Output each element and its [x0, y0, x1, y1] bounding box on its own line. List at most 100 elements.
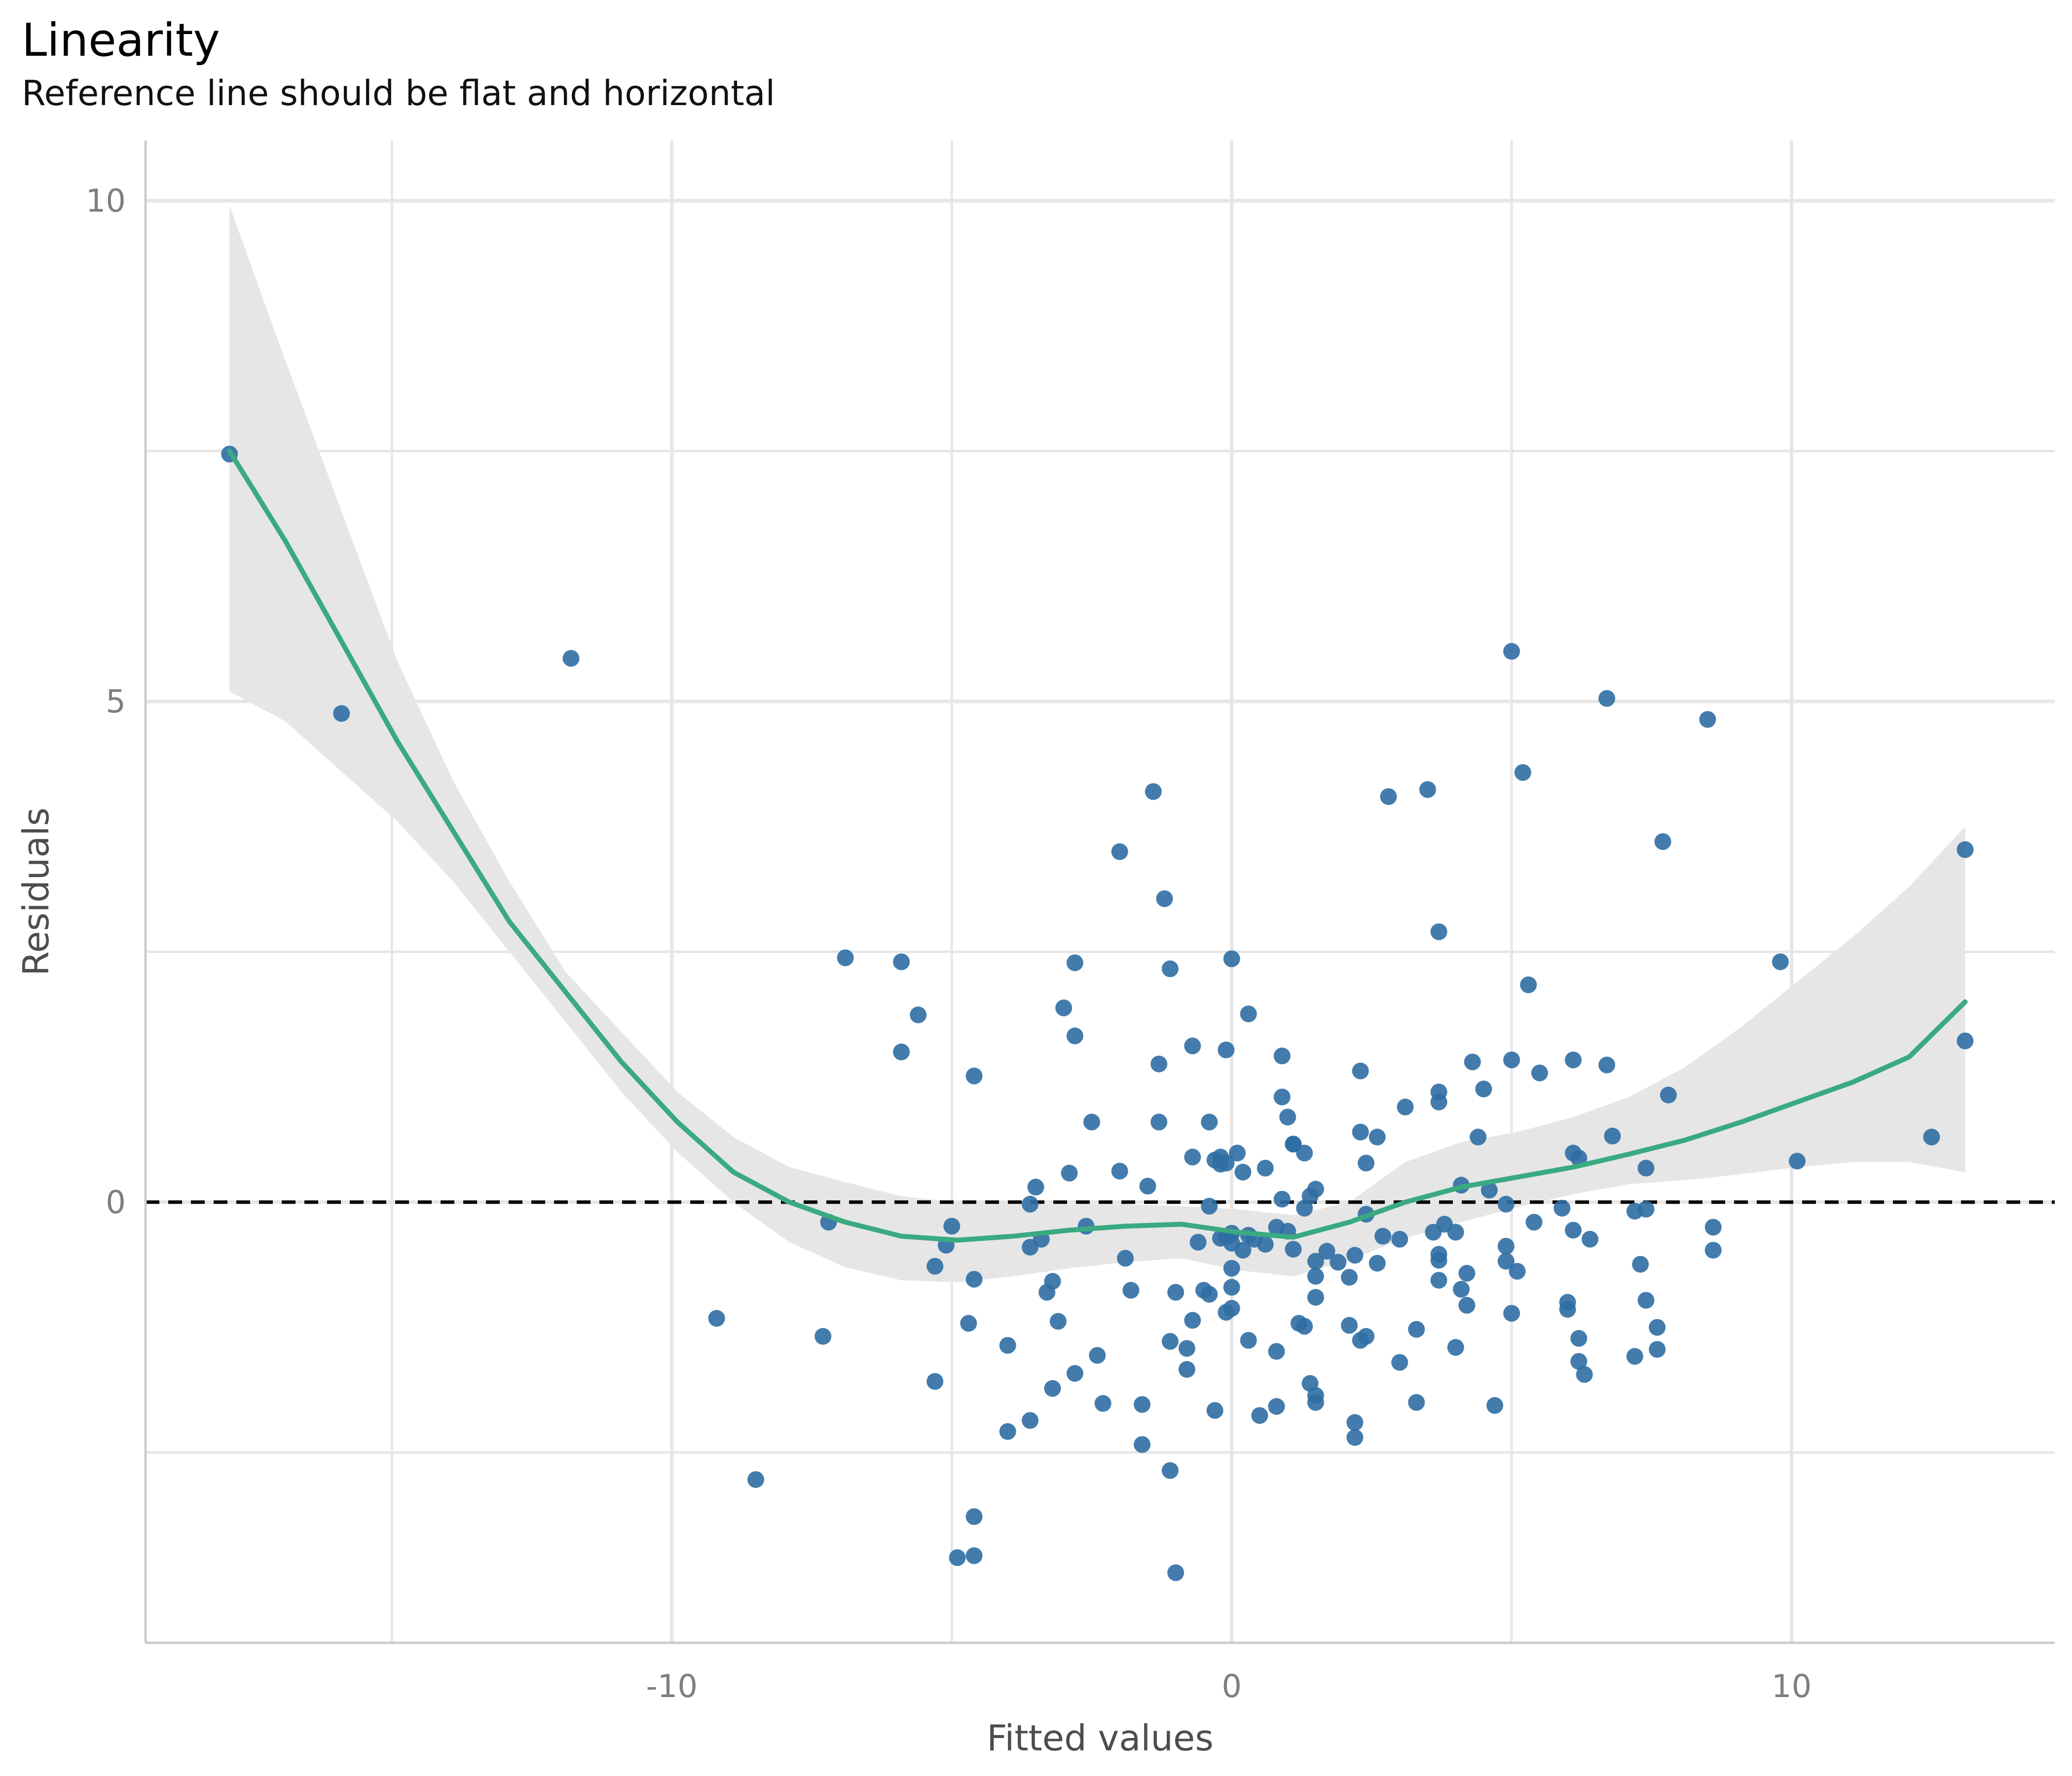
data-point [1307, 1289, 1324, 1306]
data-point [1167, 1284, 1184, 1301]
data-point [926, 1373, 944, 1390]
chart-subtitle: Reference line should be flat and horizo… [22, 73, 776, 113]
data-point [1497, 1238, 1515, 1255]
data-point [1341, 1317, 1358, 1334]
data-point [1447, 1339, 1464, 1356]
data-point [1145, 783, 1162, 800]
data-point [1330, 1254, 1347, 1271]
y-tick-label: 0 [106, 1184, 126, 1221]
data-point [1649, 1319, 1666, 1336]
data-point [1397, 1098, 1414, 1115]
data-point [1419, 781, 1436, 798]
data-point [1430, 1252, 1447, 1269]
data-point [1464, 1053, 1481, 1071]
data-point [1654, 833, 1671, 850]
data-point [999, 1337, 1016, 1354]
data-point [1027, 1179, 1044, 1196]
data-point [1218, 1154, 1235, 1172]
data-point [1576, 1366, 1593, 1383]
data-point [814, 1328, 832, 1345]
data-point [1111, 843, 1128, 860]
data-point [1391, 1230, 1408, 1248]
data-point [1391, 1354, 1408, 1371]
data-point [960, 1315, 977, 1332]
data-point [1699, 711, 1716, 728]
data-point [1923, 1128, 1940, 1146]
data-point [1520, 976, 1537, 994]
data-point [1788, 1152, 1806, 1170]
data-point [1318, 1243, 1335, 1260]
data-point [1509, 1262, 1526, 1280]
data-point [1134, 1396, 1151, 1413]
data-point [1201, 1113, 1218, 1131]
data-point [747, 1471, 764, 1488]
data-point [1240, 1005, 1257, 1023]
data-point [1307, 1181, 1324, 1198]
data-point [1565, 1051, 1582, 1069]
data-point [1559, 1301, 1576, 1318]
data-point [1022, 1412, 1039, 1429]
data-point [1189, 1234, 1207, 1251]
data-point [1430, 923, 1447, 940]
data-point [1704, 1242, 1722, 1259]
data-point [1161, 960, 1179, 977]
data-point [1055, 999, 1073, 1016]
data-point [1273, 1190, 1291, 1208]
data-point [1453, 1281, 1470, 1298]
data-point [1122, 1282, 1140, 1299]
data-point [1374, 1227, 1392, 1245]
data-point [893, 1043, 910, 1061]
data-point [1223, 1259, 1240, 1277]
data-point [1296, 1318, 1313, 1335]
data-point [1156, 890, 1173, 907]
smooth-curve [227, 448, 1968, 1243]
data-point [1257, 1236, 1274, 1253]
data-point [1257, 1159, 1274, 1177]
data-point [1285, 1136, 1302, 1153]
data-point [1161, 1333, 1179, 1350]
data-point [1503, 1305, 1520, 1322]
data-point [1475, 1080, 1492, 1098]
data-point [1139, 1178, 1156, 1195]
data-point [1066, 1027, 1083, 1044]
data-point [1178, 1361, 1195, 1378]
data-point [1066, 954, 1083, 971]
data-point [1637, 1159, 1655, 1177]
data-point [1049, 1313, 1067, 1330]
data-point [1704, 1219, 1722, 1236]
data-point [1061, 1164, 1078, 1182]
data-point [1570, 1330, 1588, 1347]
data-point [1369, 1128, 1386, 1146]
data-point [1223, 1300, 1240, 1317]
data-point [1957, 1033, 1974, 1049]
data-point [1369, 1255, 1386, 1272]
data-point [1598, 1056, 1616, 1073]
y-tick-label: 10 [86, 183, 126, 220]
grid [146, 141, 2055, 1643]
data-point [893, 953, 910, 970]
data-point [1273, 1088, 1291, 1106]
data-point [1044, 1273, 1061, 1290]
data-point [1486, 1397, 1504, 1414]
data-point [1570, 1353, 1588, 1370]
data-point [1514, 764, 1531, 781]
data-point [1408, 1394, 1425, 1411]
data-point [1234, 1163, 1252, 1181]
data-point [1089, 1347, 1106, 1364]
data-point [1268, 1398, 1285, 1415]
data-point [1167, 1564, 1184, 1581]
data-point [1525, 1214, 1543, 1231]
data-point [1178, 1340, 1195, 1357]
axes [144, 141, 2055, 1644]
data-point [1570, 1149, 1588, 1167]
data-point [1604, 1127, 1621, 1145]
data-point [1161, 1462, 1179, 1479]
chart-title: Linearity [22, 14, 221, 67]
smooth-line [227, 448, 1968, 1243]
data-point [1637, 1292, 1655, 1309]
data-point [1447, 1223, 1464, 1241]
x-axis-title: Fitted values [987, 1717, 1214, 1759]
tick-labels: -10 0 10 0 5 10 [86, 183, 1812, 1705]
data-point [1218, 1041, 1235, 1059]
